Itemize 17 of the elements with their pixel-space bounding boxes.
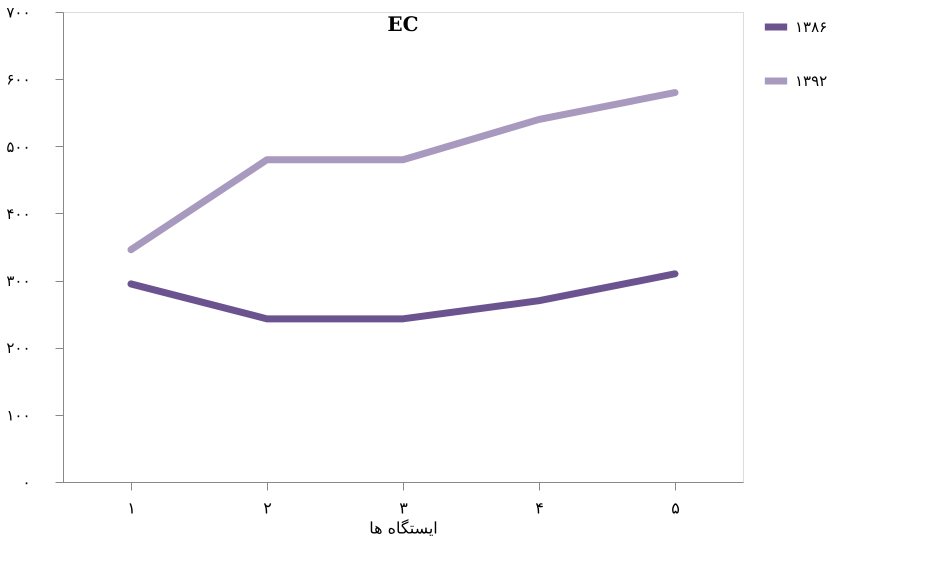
y-tick-label: ۶۰۰ <box>6 70 30 89</box>
x-tick-label: ۱ <box>127 498 136 518</box>
legend-label: ۱۳۹۲ <box>795 72 828 90</box>
y-tick-label: ۰ <box>22 474 30 492</box>
y-tick-label: ۴۰۰ <box>6 204 30 223</box>
x-axis-title: ایستگاه ها <box>369 518 438 538</box>
legend-label: ۱۳۸۶ <box>795 18 828 36</box>
y-tick-label: ۱۰۰ <box>6 406 30 424</box>
y-tick-label: ۵۰۰ <box>6 138 30 156</box>
x-tick-label: ۲ <box>263 498 272 518</box>
y-tick-label: ۷۰۰ <box>6 4 30 22</box>
y-tick-label: ۳۰۰ <box>6 272 30 290</box>
y-tick-label: ۲۰۰ <box>6 339 30 358</box>
x-tick-label: ۳ <box>399 498 408 518</box>
chart-title: EC <box>387 12 419 36</box>
x-tick-label: ۴ <box>535 498 544 518</box>
x-tick-label: ۵ <box>671 498 680 518</box>
